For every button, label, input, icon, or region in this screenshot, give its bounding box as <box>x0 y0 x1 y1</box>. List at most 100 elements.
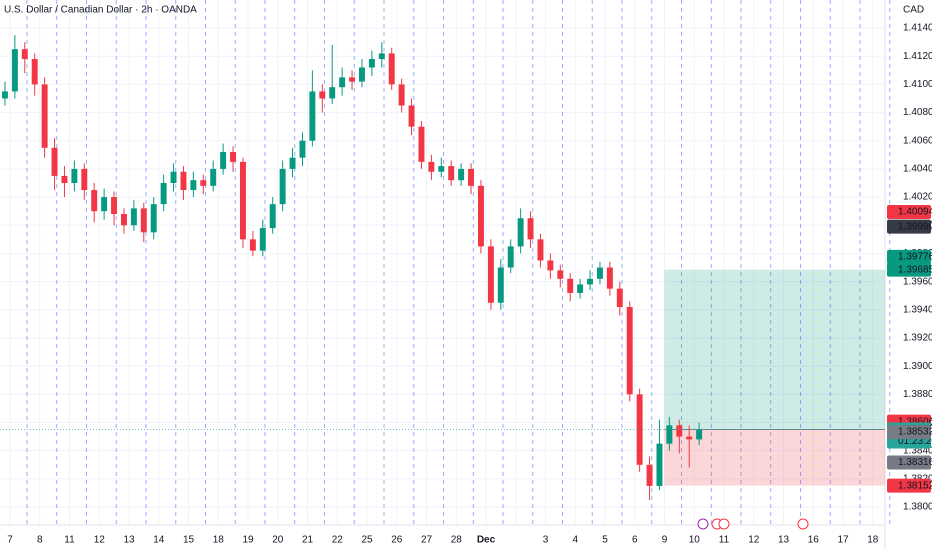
price-countdown: 01:23:20 <box>898 436 932 447</box>
x-tick-label: 18 <box>867 535 879 546</box>
candle-body <box>577 284 584 293</box>
candle-body <box>190 180 197 191</box>
event-icons[interactable] <box>697 518 809 530</box>
candle-body <box>616 288 623 307</box>
x-tick-label: 13 <box>123 535 135 546</box>
candle-body <box>349 77 356 82</box>
candle-body <box>398 84 405 106</box>
candle-body <box>696 429 703 440</box>
candle-body <box>239 161 246 240</box>
candle-body <box>41 84 48 148</box>
x-tick-label: 4 <box>572 535 578 546</box>
candle-body <box>626 306 633 395</box>
candle-body <box>339 77 346 88</box>
candle-body <box>120 214 127 226</box>
price-label: 1.38532 <box>898 427 932 438</box>
candle-body <box>368 59 375 68</box>
candle-body <box>448 166 455 181</box>
x-tick-label: 6 <box>632 535 638 546</box>
candle-body <box>438 166 445 172</box>
candle-body <box>160 183 167 205</box>
candle-body <box>51 147 58 176</box>
candle-body <box>557 270 564 279</box>
candle-body <box>686 436 693 440</box>
candle-body <box>497 267 504 303</box>
x-tick-label: 17 <box>837 535 849 546</box>
candle-body <box>31 59 38 85</box>
candle-body <box>527 218 534 240</box>
price-label: 1.39990 <box>898 221 932 232</box>
event-icon[interactable] <box>797 518 809 530</box>
candle-body <box>458 168 465 181</box>
candle-body <box>91 190 98 212</box>
candle-body <box>587 278 594 285</box>
candle-body <box>468 168 475 186</box>
candle-body <box>596 267 603 279</box>
x-tick-label: 14 <box>153 535 165 546</box>
candle-body <box>170 171 177 184</box>
candle-body <box>378 53 385 60</box>
candle-body <box>150 204 157 233</box>
y-tick-label: 1.40600 <box>903 135 932 146</box>
candle-body <box>388 53 395 85</box>
price-label: 1.38316 <box>898 457 932 468</box>
candle-body <box>111 197 118 215</box>
y-tick-label: 1.41400 <box>903 23 932 34</box>
price-label-box <box>887 425 931 440</box>
x-tick-label: 13 <box>778 535 790 546</box>
candle-body <box>656 443 663 486</box>
candle-body <box>279 168 286 205</box>
candle-body <box>567 278 574 293</box>
candle-body <box>269 204 276 229</box>
x-tick-label: 3 <box>543 535 549 546</box>
price-label: 1.38152 <box>898 480 932 491</box>
x-tick-label: 22 <box>332 535 344 546</box>
y-tick-label: 1.40400 <box>903 164 932 175</box>
candle-body <box>101 197 108 212</box>
candle-body <box>259 228 266 251</box>
x-tick-label: 27 <box>421 535 433 546</box>
axis-layer: 1.41400 1.41200 1.41000 1.40800 1.40600 1.404… <box>0 23 932 546</box>
x-tick-label: Dec <box>477 535 496 546</box>
candle-body <box>299 140 306 158</box>
x-tick-label: 9 <box>662 535 668 546</box>
price-label-box <box>887 262 931 277</box>
price-label: 1.38606 <box>898 416 932 427</box>
y-tick-label: 1.38000 <box>903 502 932 513</box>
candle-body <box>130 208 137 226</box>
candle-body <box>606 267 613 289</box>
position-profit-zone <box>664 269 885 430</box>
candle-body <box>517 218 524 247</box>
candle-body <box>428 161 435 172</box>
x-tick-label: 10 <box>689 535 701 546</box>
x-tick-label: 19 <box>242 535 254 546</box>
x-tick-label: 12 <box>748 535 760 546</box>
x-tick-label: 11 <box>719 535 730 546</box>
event-icon[interactable] <box>718 518 730 530</box>
candle-body <box>676 425 683 437</box>
x-tick-label: 11 <box>64 535 75 546</box>
candle-body <box>200 180 207 186</box>
x-tick-label: 28 <box>451 535 463 546</box>
y-tick-label: 1.39600 <box>903 276 932 287</box>
grid-layer <box>0 0 891 525</box>
event-icon[interactable] <box>697 518 709 530</box>
x-tick-label: 25 <box>361 535 373 546</box>
candle-body <box>220 152 227 169</box>
candle-body <box>408 105 415 127</box>
candle-body <box>180 171 187 191</box>
x-tick-label: 15 <box>183 535 195 546</box>
candle-body <box>140 208 147 233</box>
y-tick-label: 1.40200 <box>903 192 932 203</box>
candle-body <box>71 168 78 184</box>
candle-body <box>487 246 494 303</box>
y-tick-label: 1.41000 <box>903 79 932 90</box>
candle-body <box>230 152 237 162</box>
price-label-box <box>887 219 931 234</box>
candle-body <box>210 168 217 186</box>
candle-body <box>329 87 336 99</box>
candle-body <box>11 49 18 92</box>
y-tick-label: 1.39400 <box>903 304 932 315</box>
